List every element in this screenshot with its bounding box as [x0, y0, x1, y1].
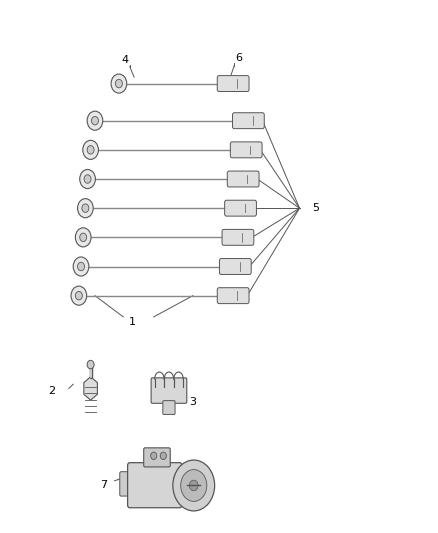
- FancyBboxPatch shape: [227, 171, 259, 187]
- Circle shape: [73, 257, 89, 276]
- FancyBboxPatch shape: [219, 259, 251, 274]
- FancyBboxPatch shape: [225, 200, 256, 216]
- Circle shape: [87, 146, 94, 154]
- Circle shape: [83, 140, 99, 159]
- Circle shape: [160, 452, 166, 459]
- FancyBboxPatch shape: [230, 142, 262, 158]
- Text: 3: 3: [189, 397, 196, 407]
- Circle shape: [84, 175, 91, 183]
- Text: 1: 1: [128, 317, 135, 327]
- Text: 8: 8: [148, 455, 155, 465]
- Circle shape: [116, 79, 122, 88]
- Circle shape: [173, 460, 215, 511]
- Circle shape: [82, 204, 89, 213]
- FancyBboxPatch shape: [217, 76, 249, 92]
- Text: 6: 6: [235, 53, 242, 63]
- FancyBboxPatch shape: [144, 448, 170, 467]
- Circle shape: [111, 74, 127, 93]
- Circle shape: [75, 228, 91, 247]
- Circle shape: [75, 292, 82, 300]
- Circle shape: [151, 452, 157, 459]
- Circle shape: [189, 480, 198, 491]
- FancyBboxPatch shape: [127, 463, 182, 508]
- Circle shape: [71, 286, 87, 305]
- Circle shape: [87, 111, 103, 130]
- FancyBboxPatch shape: [222, 229, 254, 245]
- Text: 5: 5: [313, 203, 320, 213]
- Circle shape: [87, 360, 94, 369]
- Circle shape: [78, 262, 85, 271]
- Text: 4: 4: [122, 55, 129, 64]
- Polygon shape: [84, 377, 97, 400]
- Circle shape: [78, 199, 93, 217]
- Circle shape: [80, 169, 95, 189]
- Circle shape: [80, 233, 87, 241]
- Circle shape: [181, 470, 207, 502]
- Circle shape: [92, 116, 99, 125]
- FancyBboxPatch shape: [163, 401, 175, 415]
- FancyBboxPatch shape: [217, 288, 249, 304]
- FancyBboxPatch shape: [233, 113, 264, 128]
- FancyBboxPatch shape: [120, 472, 132, 496]
- Text: 2: 2: [48, 386, 55, 396]
- Text: 7: 7: [100, 480, 107, 490]
- FancyBboxPatch shape: [151, 378, 187, 403]
